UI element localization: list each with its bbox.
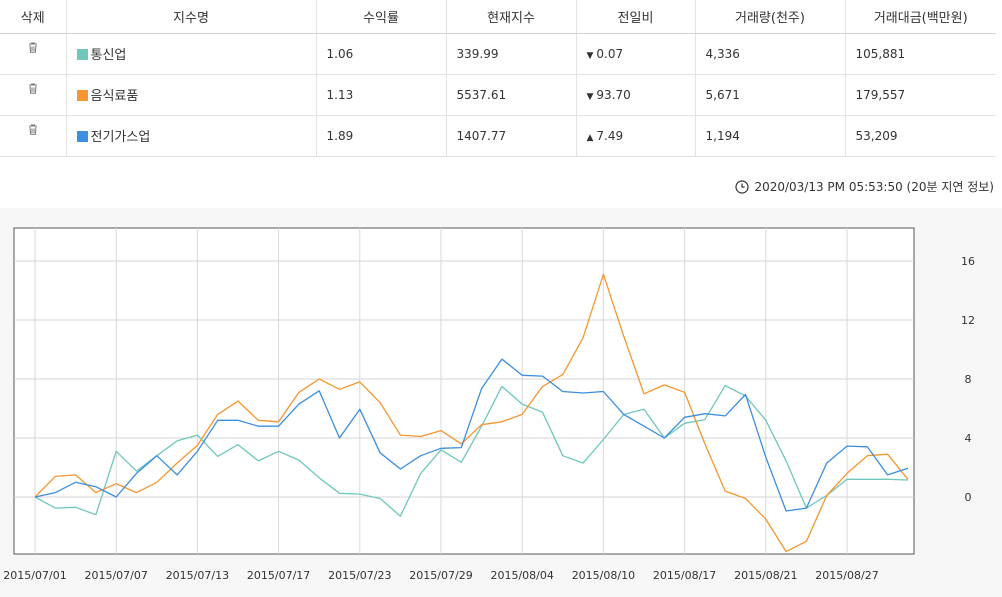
down-triangle-icon: ▼ xyxy=(586,50,594,61)
x-tick-label: 2015/07/17 xyxy=(247,569,310,582)
delete-cell xyxy=(0,115,67,157)
amount-value: 105,881 xyxy=(845,33,996,75)
x-tick-label: 2015/07/23 xyxy=(328,569,391,582)
delete-cell xyxy=(0,74,67,116)
table-row: 음식료품 1.13 5537.61 ▼ 93.70 5,671 179,557 xyxy=(0,74,996,116)
col-header-yield[interactable]: 수익률 xyxy=(316,0,447,34)
x-tick-label: 2015/08/10 xyxy=(572,569,635,582)
index-name-cell: 음식료품 xyxy=(66,74,317,116)
change-value: 0.07 xyxy=(596,46,624,61)
col-header-amount[interactable]: 거래대금(백만원) xyxy=(845,0,996,34)
x-tick-label: 2015/08/17 xyxy=(653,569,716,582)
index-name[interactable]: 통신업 xyxy=(90,48,127,63)
x-tick-label: 2015/08/04 xyxy=(490,569,553,582)
amount-value: 53,209 xyxy=(845,115,996,157)
current-index-value: 339.99 xyxy=(446,33,577,75)
y-tick-label: 12 xyxy=(961,314,975,327)
series-line xyxy=(34,358,909,512)
y-tick-label: 16 xyxy=(961,255,975,268)
up-triangle-icon: ▲ xyxy=(586,132,594,143)
timestamp: 2020/03/13 PM 05:53:50 (20분 지연 정보) xyxy=(735,178,994,195)
clock-icon xyxy=(735,179,750,194)
yield-value: 1.89 xyxy=(316,115,447,157)
change-cell: ▼ 0.07 xyxy=(576,33,696,75)
chart-container: 0 4 8 12 16 2015/07/01 2015/07/07 2015/07/13 201… xyxy=(0,208,1002,597)
change-value: 93.70 xyxy=(596,87,631,102)
yield-value: 1.06 xyxy=(316,33,447,75)
trash-icon[interactable] xyxy=(28,42,38,53)
col-header-change[interactable]: 전일비 xyxy=(576,0,696,34)
index-name-cell: 통신업 xyxy=(66,33,317,75)
index-name[interactable]: 전기가스업 xyxy=(90,130,151,145)
timestamp-text: 2020/03/13 PM 05:53:50 (20분 지연 정보) xyxy=(754,180,994,194)
volume-value: 5,671 xyxy=(695,74,846,116)
delete-cell xyxy=(0,33,67,75)
trash-icon[interactable] xyxy=(28,83,38,94)
series-color-swatch xyxy=(76,90,88,101)
series-line xyxy=(34,273,909,553)
table-row: 통신업 1.06 339.99 ▼ 0.07 4,336 105,881 xyxy=(0,33,996,75)
change-value: 7.49 xyxy=(596,128,624,143)
x-tick-label: 2015/08/27 xyxy=(815,569,878,582)
index-name-cell: 전기가스업 xyxy=(66,115,317,157)
down-triangle-icon: ▼ xyxy=(586,91,594,102)
y-tick-label: 8 xyxy=(965,373,972,386)
plot-area xyxy=(13,227,915,555)
trash-icon[interactable] xyxy=(28,124,38,135)
volume-value: 1,194 xyxy=(695,115,846,157)
series-line xyxy=(34,384,908,517)
change-cell: ▲ 7.49 xyxy=(576,115,696,157)
change-cell: ▼ 93.70 xyxy=(576,74,696,116)
index-table: 삭제 지수명 수익률 현재지수 전일비 거래량(천주) 거래대금(백만원) 통신… xyxy=(0,0,996,157)
col-header-current-index[interactable]: 현재지수 xyxy=(446,0,577,34)
col-header-delete: 삭제 xyxy=(0,0,67,34)
volume-value: 4,336 xyxy=(695,33,846,75)
col-header-volume[interactable]: 거래량(천주) xyxy=(695,0,846,34)
y-tick-label: 0 xyxy=(965,491,972,504)
index-name[interactable]: 음식료품 xyxy=(90,89,139,104)
x-tick-label: 2015/08/21 xyxy=(734,569,797,582)
col-header-index-name[interactable]: 지수명 xyxy=(66,0,317,34)
x-tick-label: 2015/07/01 xyxy=(3,569,66,582)
table-header-row: 삭제 지수명 수익률 현재지수 전일비 거래량(천주) 거래대금(백만원) xyxy=(0,0,996,34)
series-color-swatch xyxy=(76,131,88,142)
current-index-value: 1407.77 xyxy=(446,115,577,157)
table-row: 전기가스업 1.89 1407.77 ▲ 7.49 1,194 53,209 xyxy=(0,115,996,157)
y-tick-label: 4 xyxy=(965,432,972,445)
yield-value: 1.13 xyxy=(316,74,447,116)
x-tick-label: 2015/07/29 xyxy=(409,569,472,582)
current-index-value: 5537.61 xyxy=(446,74,577,116)
x-tick-label: 2015/07/13 xyxy=(166,569,229,582)
x-tick-label: 2015/07/07 xyxy=(84,569,147,582)
amount-value: 179,557 xyxy=(845,74,996,116)
line-chart: 0 4 8 12 16 2015/07/01 2015/07/07 2015/07/13 201… xyxy=(3,227,975,582)
series-color-swatch xyxy=(76,49,88,60)
